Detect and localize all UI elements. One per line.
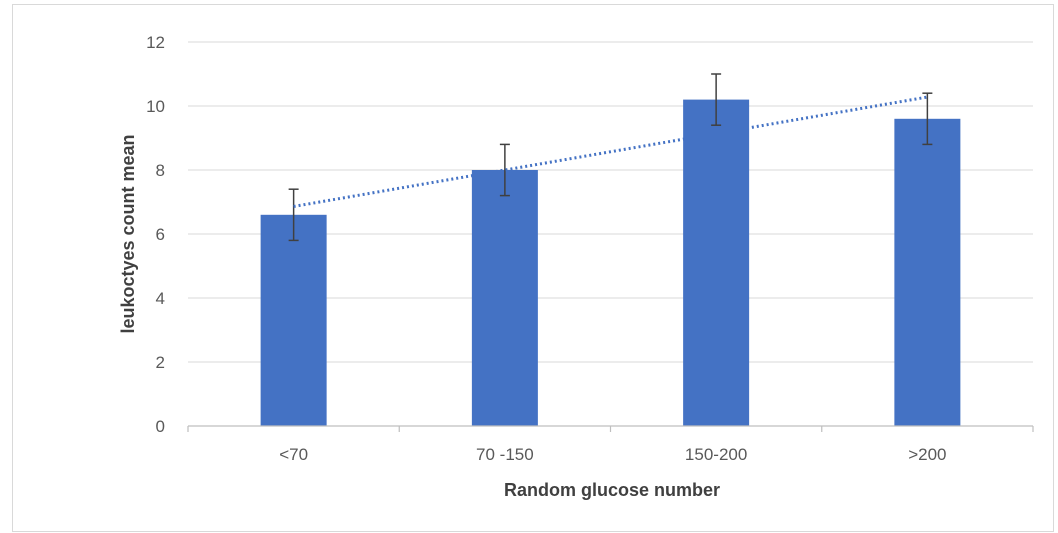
y-tick-label: 10 — [146, 97, 165, 116]
x-axis-title: Random glucose number — [504, 480, 720, 500]
y-axis-tick-labels: 0 2 4 6 8 10 12 — [146, 33, 165, 436]
error-bars — [288, 73, 933, 242]
x-tick-label: >200 — [908, 445, 946, 464]
y-tick-label: 8 — [156, 161, 165, 180]
error-bar — [711, 73, 722, 126]
error-bar — [499, 143, 510, 197]
y-tick-label: 6 — [156, 225, 165, 244]
x-axis — [187, 425, 1034, 432]
bar — [894, 118, 961, 427]
y-tick-label: 4 — [156, 289, 165, 308]
error-bar — [288, 188, 299, 242]
y-tick-label: 12 — [146, 33, 165, 52]
x-tick-label: <70 — [279, 445, 308, 464]
y-tick-label: 0 — [156, 417, 165, 436]
bars — [260, 99, 961, 427]
bar — [260, 214, 327, 426]
y-axis-title: leukoctyes count mean — [118, 134, 138, 333]
x-axis-tick-labels: <70 70 -150 150-200 >200 — [279, 445, 946, 464]
trendline — [293, 95, 928, 208]
error-bar — [922, 92, 933, 146]
y-tick-label: 2 — [156, 353, 165, 372]
x-tick-label: 150-200 — [685, 445, 747, 464]
bar — [683, 99, 750, 426]
trendline-group — [293, 95, 928, 208]
bar — [471, 170, 538, 426]
gridlines — [188, 41, 1033, 363]
x-tick-label: 70 -150 — [476, 445, 534, 464]
